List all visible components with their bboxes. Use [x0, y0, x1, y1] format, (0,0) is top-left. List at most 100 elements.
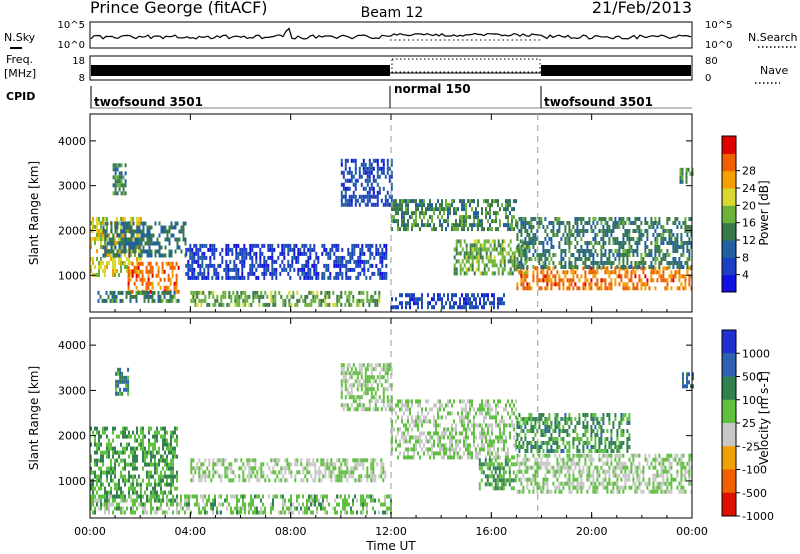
heat-cell	[465, 427, 467, 432]
heat-cell	[96, 446, 98, 451]
heat-cell	[616, 249, 619, 253]
heat-cell	[156, 241, 159, 246]
heat-cell	[274, 290, 277, 295]
heat-cell	[236, 498, 238, 503]
heat-cell	[327, 275, 330, 280]
heat-cell	[509, 227, 511, 232]
heat-cell	[688, 257, 691, 261]
heat-cell	[163, 290, 166, 295]
heat-cell	[578, 233, 581, 237]
heat-cell	[690, 274, 693, 279]
heat-cell	[122, 221, 125, 226]
heat-cell	[134, 249, 137, 254]
heat-cell	[354, 186, 357, 191]
heat-cell	[94, 486, 96, 491]
heat-cell	[142, 494, 144, 499]
heat-cell	[477, 199, 479, 204]
heat-cell	[370, 494, 372, 499]
heat-cell	[278, 458, 281, 463]
heat-cell	[309, 255, 312, 260]
heat-cell	[339, 263, 342, 268]
heat-cell	[216, 462, 219, 467]
heat-cell	[471, 247, 474, 252]
heat-cell	[303, 243, 306, 248]
heat-cell	[211, 275, 214, 280]
heat-cell	[207, 271, 210, 276]
heat-cell	[405, 455, 407, 460]
heat-cell	[229, 267, 232, 272]
heat-cell	[287, 243, 290, 248]
heat-cell	[352, 294, 355, 299]
heat-cell	[159, 298, 162, 303]
heat-cell	[570, 278, 573, 283]
heat-cell	[349, 259, 352, 264]
heat-cell	[110, 486, 112, 491]
heat-cell	[344, 462, 347, 467]
heat-cell	[465, 255, 468, 260]
heat-cell	[132, 237, 134, 241]
heat-cell	[475, 255, 478, 260]
heat-cell	[106, 261, 108, 265]
heat-cell	[584, 270, 587, 275]
heat-cell	[524, 278, 527, 283]
heat-cell	[171, 294, 174, 299]
heat-cell	[213, 263, 216, 268]
heat-cell	[560, 221, 563, 225]
heat-cell	[342, 170, 345, 175]
heat-cell	[268, 478, 271, 483]
heat-cell	[148, 450, 150, 455]
heat-cell	[352, 466, 355, 471]
heat-cell	[100, 261, 102, 265]
heat-cell	[352, 190, 355, 195]
heat-cell	[386, 379, 389, 384]
heat-cell	[449, 203, 451, 208]
heat-cell	[161, 298, 164, 303]
heat-cell	[572, 286, 575, 291]
heat-cell	[108, 466, 110, 471]
heat-cell	[307, 263, 310, 268]
heat-cell	[124, 265, 126, 269]
heat-cell	[214, 298, 217, 303]
heat-cell	[142, 245, 145, 250]
heat-cell	[596, 282, 599, 287]
heat-cell	[360, 367, 363, 372]
heat-cell	[542, 225, 545, 229]
heat-cell	[465, 271, 468, 276]
heat-cell	[365, 243, 368, 248]
heat-cell	[288, 462, 291, 467]
heat-cell	[160, 458, 162, 463]
heat-cell	[108, 249, 111, 254]
heat-cell	[196, 302, 199, 307]
heat-cell	[193, 251, 196, 256]
heat-cell	[253, 263, 256, 268]
heat-cell	[236, 502, 238, 507]
heat-cell	[154, 446, 156, 451]
heat-cell	[168, 466, 170, 471]
heat-cell	[209, 255, 212, 260]
heat-cell	[586, 257, 589, 261]
heat-cell	[489, 255, 492, 260]
heat-cell	[146, 462, 148, 467]
heat-cell	[142, 502, 144, 507]
heat-cell	[109, 290, 112, 295]
heat-cell	[305, 251, 308, 256]
heat-cell	[226, 474, 229, 479]
heat-cell	[469, 255, 472, 260]
heat-cell	[370, 294, 373, 299]
heat-cell	[140, 486, 142, 491]
heat-cell	[150, 233, 153, 238]
heat-cell	[350, 403, 353, 408]
heat-cell	[172, 430, 174, 435]
heat-cell	[515, 219, 517, 224]
heat-cell	[228, 462, 231, 467]
heat-cell	[143, 294, 146, 299]
heat-cell	[144, 502, 146, 507]
heat-cell	[130, 486, 132, 491]
heat-cell	[212, 290, 215, 295]
heat-cell	[473, 223, 475, 228]
heat-cell	[368, 375, 371, 380]
heat-cell	[608, 241, 611, 245]
heat-cell	[122, 458, 124, 463]
heat-cell	[540, 286, 543, 291]
heat-cell	[278, 478, 281, 483]
